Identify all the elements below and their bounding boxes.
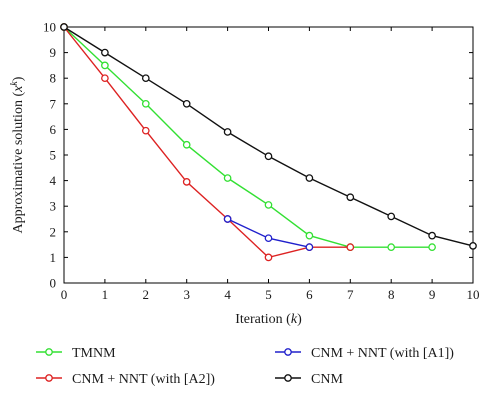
legend: TMNM CNM + NNT (with [A2]) CNM + NNT (with… <box>36 346 454 387</box>
y-axis-label: Approximative solution (xk) <box>9 76 27 233</box>
legend-item: TMNM <box>36 346 116 361</box>
x-tick-label: 7 <box>347 287 354 302</box>
data-point <box>346 193 355 202</box>
data-point <box>387 243 396 252</box>
legend-marker <box>284 348 292 356</box>
legend-label: CNM + NNT (with [A1]) <box>311 346 454 361</box>
x-axis-label: Iteration (k) <box>235 312 302 327</box>
legend-marker <box>284 374 292 382</box>
x-tick-label: 3 <box>183 287 190 302</box>
data-point <box>469 242 477 250</box>
legend-item: CNM <box>275 372 343 387</box>
series-line <box>63 26 474 247</box>
axis-ticks: 0 1 2 3 4 5 6 7 8 9 10 0 1 2 3 4 5 6 7 8 9 10 <box>43 20 480 303</box>
data-point <box>264 201 273 209</box>
data-point <box>305 231 314 240</box>
series-line <box>227 218 310 248</box>
series-1 <box>60 23 355 262</box>
data-point <box>305 243 314 252</box>
series-line <box>63 26 433 248</box>
data-point <box>223 128 232 136</box>
y-tick-label: 8 <box>50 71 57 86</box>
data-point <box>182 178 191 186</box>
x-tick-label: 8 <box>388 287 395 302</box>
y-tick-label: 1 <box>50 250 57 265</box>
data-point <box>264 253 273 262</box>
y-tick-label: 5 <box>50 148 57 163</box>
y-tick-label: 2 <box>50 224 57 239</box>
x-tick-label: 6 <box>306 287 313 302</box>
legend-label: CNM + NNT (with [A2]) <box>72 372 215 387</box>
legend-marker <box>45 374 53 382</box>
data-point <box>264 152 273 161</box>
data-point <box>101 48 109 57</box>
data-point <box>101 74 109 83</box>
y-tick-label: 0 <box>50 276 57 291</box>
x-tick-label: 5 <box>265 287 272 302</box>
data-point <box>101 61 109 70</box>
y-tick-label: 10 <box>43 20 56 35</box>
series-3 <box>60 23 477 250</box>
data-point <box>141 74 150 83</box>
data-point <box>264 234 273 243</box>
legend-label: TMNM <box>72 346 116 361</box>
series-0 <box>60 23 436 252</box>
data-point <box>223 174 232 182</box>
data-point <box>346 243 355 252</box>
legend-label: CNM <box>311 372 343 387</box>
legend-item: CNM + NNT (with [A1]) <box>275 346 454 361</box>
x-tick-label: 0 <box>61 287 68 302</box>
x-tick-label: 2 <box>143 287 150 302</box>
x-tick-label: 1 <box>102 287 109 302</box>
data-point <box>141 126 150 135</box>
legend-marker <box>45 348 53 356</box>
y-tick-label: 3 <box>50 199 57 214</box>
x-tick-label: 10 <box>467 287 480 302</box>
data-point <box>428 243 436 252</box>
data-point <box>60 23 68 31</box>
y-tick-label: 7 <box>50 96 57 111</box>
data-point <box>387 212 396 221</box>
series-line <box>63 26 351 259</box>
x-tick-label: 4 <box>224 287 231 302</box>
series-2 <box>223 215 314 252</box>
data-point <box>141 99 150 108</box>
y-tick-label: 6 <box>50 122 57 137</box>
data-point <box>305 174 314 182</box>
y-tick-label: 9 <box>50 45 57 60</box>
y-tick-label: 4 <box>50 173 57 188</box>
series-layer <box>60 23 477 262</box>
legend-item: CNM + NNT (with [A2]) <box>36 372 215 387</box>
data-point <box>223 215 232 223</box>
x-tick-label: 9 <box>429 287 436 302</box>
data-point <box>182 140 191 149</box>
data-point <box>182 99 191 108</box>
data-point <box>428 231 436 240</box>
